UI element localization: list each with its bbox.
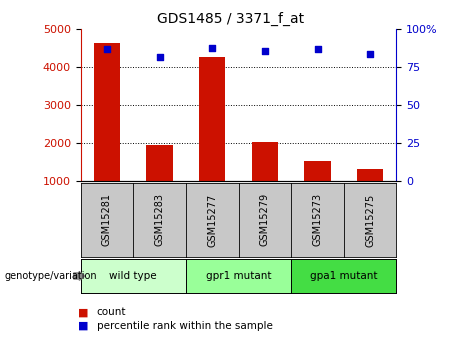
Point: [156, 54, 163, 59]
Text: gpa1 mutant: gpa1 mutant: [310, 271, 378, 281]
Text: ■: ■: [78, 307, 89, 317]
Text: GSM15281: GSM15281: [102, 194, 112, 246]
Point: [261, 48, 269, 53]
Bar: [147, 145, 173, 181]
Point: [208, 45, 216, 50]
Text: ■: ■: [78, 321, 89, 331]
Text: gpr1 mutant: gpr1 mutant: [206, 271, 272, 281]
Bar: [357, 169, 383, 181]
Text: GDS1485 / 3371_f_at: GDS1485 / 3371_f_at: [157, 12, 304, 26]
Text: GSM15283: GSM15283: [154, 194, 165, 246]
Text: wild type: wild type: [110, 271, 157, 281]
Bar: [199, 57, 225, 181]
Text: GSM15279: GSM15279: [260, 194, 270, 246]
Text: count: count: [97, 307, 126, 317]
Text: percentile rank within the sample: percentile rank within the sample: [97, 321, 273, 331]
Bar: [94, 42, 120, 181]
Text: genotype/variation: genotype/variation: [5, 271, 97, 281]
Point: [314, 46, 321, 52]
Text: GSM15275: GSM15275: [365, 193, 375, 247]
Point: [366, 51, 374, 56]
Point: [103, 46, 111, 52]
Text: GSM15273: GSM15273: [313, 194, 323, 246]
Bar: [252, 142, 278, 181]
Text: GSM15277: GSM15277: [207, 193, 217, 247]
Bar: [304, 161, 331, 181]
